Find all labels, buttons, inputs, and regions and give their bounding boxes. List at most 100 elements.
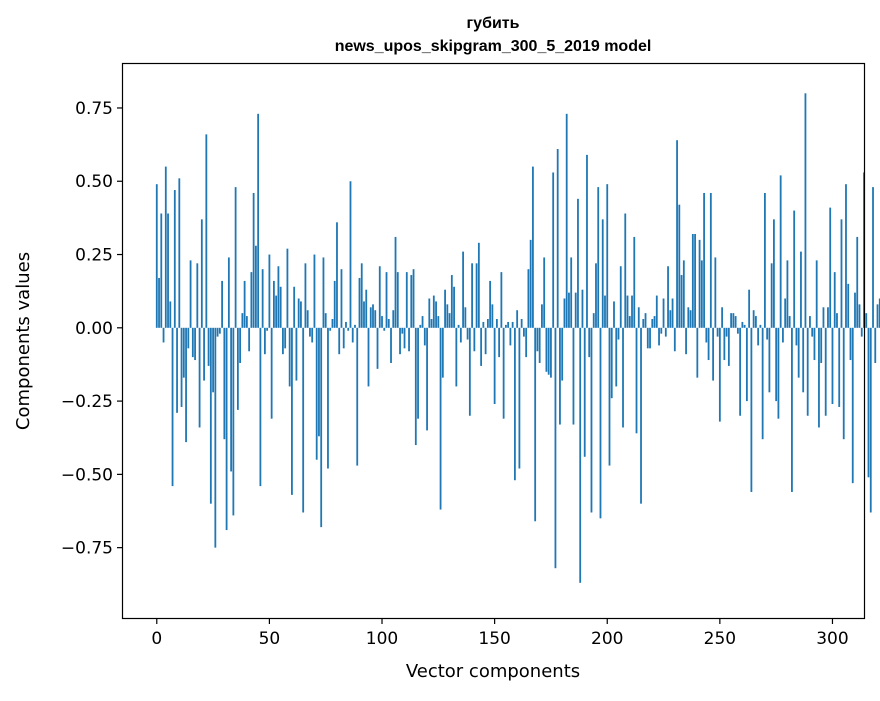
bar-158 <box>511 321 514 328</box>
bar-169 <box>536 327 539 352</box>
bar-238 <box>691 234 694 328</box>
bar-105 <box>392 310 395 328</box>
bar-21 <box>203 327 205 381</box>
bar-6 <box>169 301 172 328</box>
bar-47 <box>261 269 264 328</box>
bar-250 <box>718 327 721 422</box>
bar-163 <box>523 327 525 337</box>
bar-95 <box>369 307 372 328</box>
bar-143 <box>477 242 480 328</box>
bar-302 <box>836 313 838 328</box>
bar-160 <box>516 310 519 328</box>
bar-206 <box>619 266 622 328</box>
bar-58 <box>286 248 289 328</box>
bar-128 <box>444 289 446 328</box>
bar-285 <box>797 327 800 378</box>
bar-120 <box>426 327 428 431</box>
bar-55 <box>279 286 282 328</box>
bar-312 <box>858 304 861 328</box>
bar-61 <box>293 286 296 328</box>
bar-13 <box>185 327 187 443</box>
bar-261 <box>743 324 746 328</box>
bar-38 <box>241 313 244 328</box>
bar-183 <box>568 292 570 328</box>
bar-259 <box>739 327 742 416</box>
bar-179 <box>559 327 561 425</box>
bar-134 <box>457 324 460 328</box>
bar-317 <box>869 327 872 513</box>
x-tick-label: 150 <box>478 629 510 649</box>
x-tick-label: 200 <box>591 629 623 649</box>
bar-156 <box>507 321 510 328</box>
bar-32 <box>227 257 230 328</box>
bar-33 <box>230 327 233 472</box>
bar-71 <box>315 327 318 460</box>
x-axis: 0 50 100 150 200 250 300 <box>151 618 849 649</box>
bar-138 <box>466 327 469 340</box>
bar-164 <box>525 327 528 358</box>
bar-54 <box>277 266 280 328</box>
bar-94 <box>367 327 370 387</box>
bar-75 <box>324 313 327 328</box>
bar-281 <box>788 316 791 328</box>
bar-235 <box>685 327 687 355</box>
y-tick-label: 0.50 <box>75 172 113 192</box>
bar-109 <box>401 327 404 334</box>
bar-296 <box>822 307 825 328</box>
bar-81 <box>338 327 341 355</box>
bar-115 <box>414 327 417 446</box>
bar-36 <box>236 327 239 410</box>
bar-174 <box>547 327 550 375</box>
bar-185 <box>572 327 575 425</box>
bar-178 <box>556 149 559 328</box>
bar-56 <box>282 327 284 355</box>
bar-41 <box>248 327 251 352</box>
bar-306 <box>845 184 847 328</box>
bar-161 <box>518 327 521 469</box>
x-tick-label: 0 <box>151 629 162 649</box>
bar-76 <box>327 327 329 469</box>
bar-212 <box>633 236 636 328</box>
bar-26 <box>214 327 217 548</box>
bar-126 <box>439 327 442 510</box>
bar-234 <box>682 260 685 328</box>
bar-237 <box>689 310 692 328</box>
bar-139 <box>468 327 471 416</box>
bar-89 <box>356 327 359 466</box>
bar-180 <box>561 327 564 381</box>
bar-70 <box>313 254 316 328</box>
bar-170 <box>538 327 541 363</box>
x-tick-label: 300 <box>816 629 848 649</box>
bar-10 <box>178 178 181 328</box>
bar-82 <box>340 269 343 328</box>
bar-188 <box>579 327 582 583</box>
bar-87 <box>351 327 354 343</box>
bar-3 <box>162 327 165 343</box>
bar-204 <box>615 327 618 387</box>
bar-67 <box>306 310 309 328</box>
bar-45 <box>257 113 260 328</box>
bar-119 <box>423 327 426 346</box>
bar-40 <box>245 316 248 328</box>
chart-subtitle: news_upos_skipgram_300_5_2019 model <box>335 38 652 55</box>
bar-304 <box>840 219 843 328</box>
bar-140 <box>471 263 473 328</box>
bar-148 <box>489 280 492 328</box>
bar-86 <box>349 181 352 328</box>
bar-1 <box>158 277 160 328</box>
bar-291 <box>811 327 814 337</box>
bar-249 <box>716 327 719 337</box>
bar-142 <box>475 263 478 328</box>
bar-298 <box>827 307 829 328</box>
bar-280 <box>786 260 789 328</box>
bar-303 <box>838 327 841 407</box>
bar-136 <box>462 251 464 328</box>
bar-217 <box>644 313 647 328</box>
bar-195 <box>595 263 597 328</box>
bar-173 <box>545 327 548 372</box>
bar-184 <box>570 257 573 328</box>
bar-130 <box>448 313 451 328</box>
bar-187 <box>577 198 579 328</box>
bar-216 <box>642 319 645 328</box>
bar-150 <box>493 327 496 405</box>
